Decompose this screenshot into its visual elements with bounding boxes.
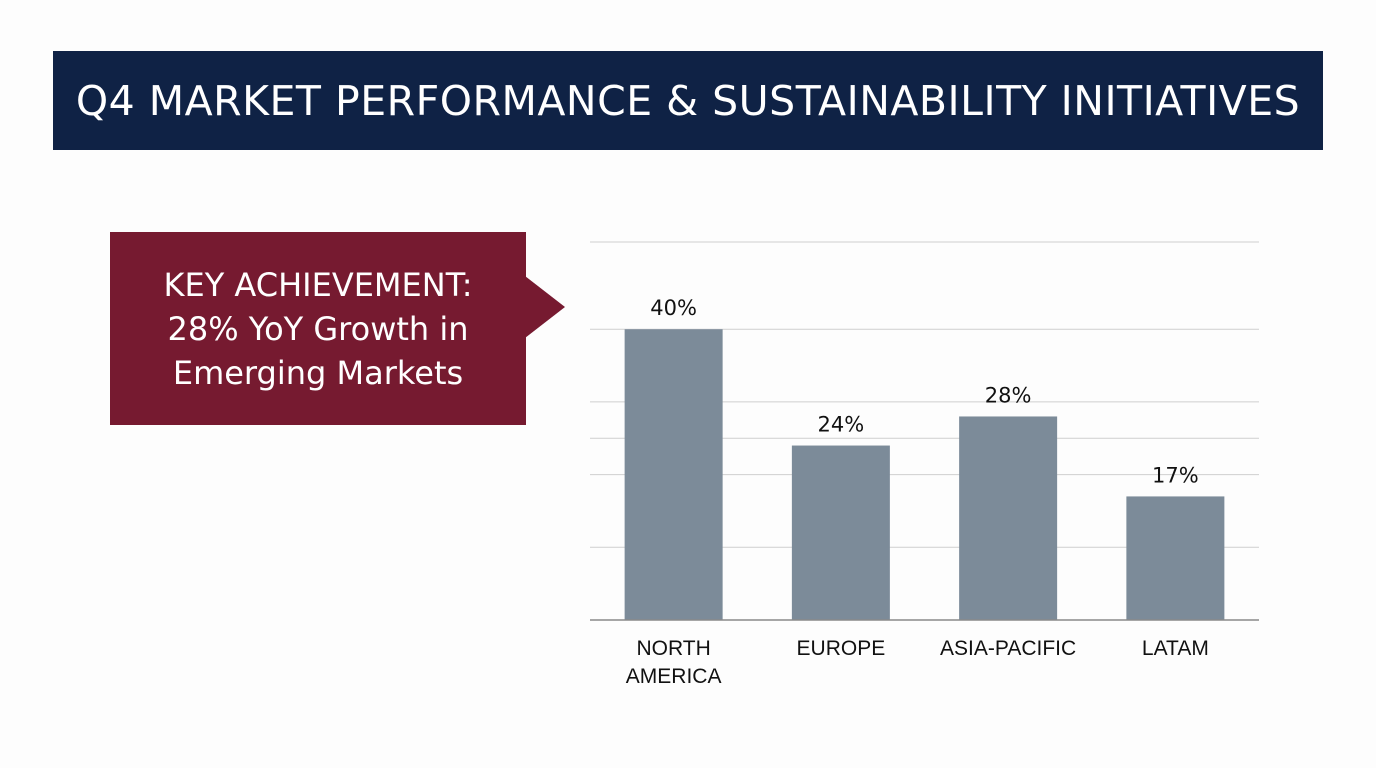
- bar-value-label-0: 40%: [650, 296, 697, 320]
- category-label-0-1: AMERICA: [626, 665, 722, 688]
- callout-line-2: 28% YoY Growth in: [167, 309, 469, 348]
- callout-line-3: Emerging Markets: [172, 353, 464, 392]
- category-label-0-0: NORTH: [636, 637, 710, 660]
- category-label-3-0: LATAM: [1142, 637, 1209, 660]
- bar-value-label-1: 24%: [818, 413, 865, 437]
- bar-1: [791, 445, 890, 620]
- callout-pointer: [525, 276, 565, 338]
- bar-3: [1126, 496, 1225, 620]
- page-title: Q4 MARKET PERFORMANCE & SUSTAINABILITY I…: [75, 76, 1301, 125]
- bar-value-label-2: 28%: [985, 383, 1032, 407]
- bar-0: [624, 329, 723, 620]
- bar-2: [959, 416, 1058, 620]
- callout-line-1: KEY ACHIEVEMENT:: [163, 265, 473, 304]
- bar-value-label-3: 17%: [1152, 463, 1199, 487]
- category-label-1-0: EUROPE: [797, 637, 886, 660]
- key-achievement-callout: KEY ACHIEVEMENT: 28% YoY Growth in Emerg…: [110, 232, 526, 425]
- category-label-2-0: ASIA-PACIFIC: [940, 637, 1076, 660]
- title-banner: Q4 MARKET PERFORMANCE & SUSTAINABILITY I…: [53, 51, 1323, 150]
